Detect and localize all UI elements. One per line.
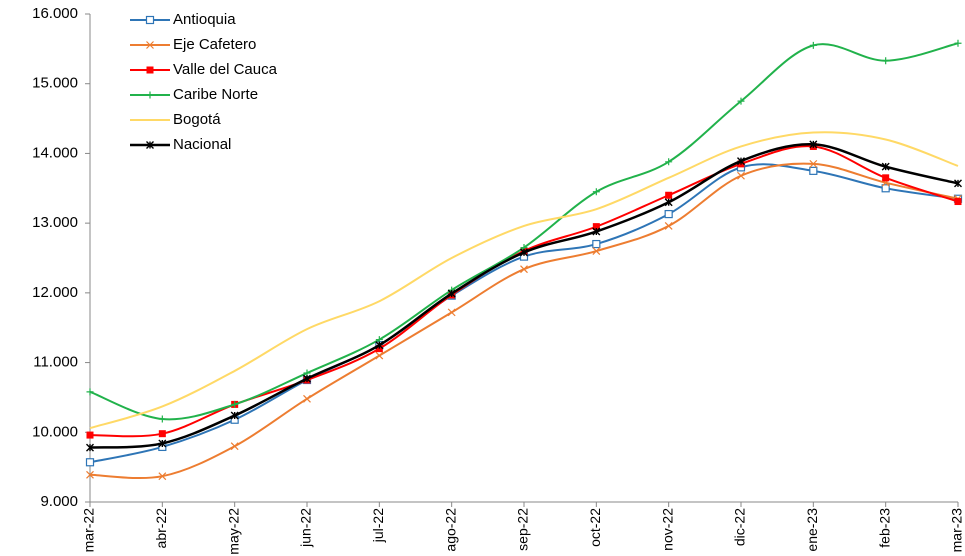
point-marker [809,166,818,175]
point-marker [520,248,528,257]
point-marker [303,394,311,403]
series-line [89,145,959,438]
y-tick-label: 11.000 [33,354,78,371]
x-tick-label: may-22 [225,508,241,555]
x-tick-label: ene-23 [804,508,820,552]
point-marker [85,458,95,467]
point-marker [592,188,600,196]
x-tick-label: oct-22 [587,508,603,547]
point-marker [809,159,818,168]
legend-label: Eje Cafetero [173,36,256,53]
point-marker [592,247,601,255]
x-tick-label: abr-22 [153,508,169,549]
point-marker [954,179,962,188]
legend-label: Antioquia [173,11,236,28]
point-marker [303,374,311,383]
point-marker [86,388,94,396]
x-tick-label: nov-22 [659,508,675,551]
point-marker [375,341,384,350]
series-line [89,163,959,464]
legend-label: Valle del Cauca [173,61,278,78]
point-marker [447,289,456,298]
point-marker [809,140,818,149]
point-marker [230,411,239,420]
y-tick-label: 16.000 [32,5,78,22]
point-marker [737,157,745,166]
y-tick-label: 13.000 [32,214,78,231]
point-marker [881,162,890,171]
point-marker [520,265,528,274]
legend-marker [145,15,155,25]
x-tick-label: ago-22 [442,508,458,552]
legend-marker [146,141,154,149]
y-tick-label: 14.000 [32,144,78,161]
x-tick-label: dic-22 [732,508,748,546]
legend-marker [146,41,154,49]
x-tick-label: jun-22 [298,508,314,548]
point-marker [231,400,239,408]
y-tick-label: 15.000 [32,75,78,92]
point-marker [86,431,94,439]
legend-marker [146,91,154,99]
x-tick-label: jul-22 [370,508,386,543]
x-tick-label: mar-23 [949,508,965,553]
x-tick-label: sep-22 [515,508,531,551]
point-marker [158,439,167,448]
series-line [89,162,959,480]
point-marker [882,57,890,65]
point-marker [737,171,745,180]
point-marker [664,222,673,230]
point-marker [447,308,456,317]
point-marker [882,174,890,182]
legend-label: Nacional [173,136,231,153]
point-marker [592,223,600,231]
y-tick-label: 10.000 [32,423,78,440]
y-tick-label: 12.000 [32,284,78,301]
point-marker [664,209,673,219]
legend-label: Bogotá [173,111,221,128]
point-marker [86,443,94,452]
point-marker [158,430,166,438]
point-marker [881,184,890,193]
point-marker [158,472,167,481]
point-marker [230,442,239,451]
point-marker [954,39,962,47]
point-marker [664,198,673,207]
point-marker [737,97,745,105]
point-marker [86,470,94,479]
point-marker [592,239,601,249]
point-marker [158,415,166,423]
point-marker [592,227,601,236]
x-tick-label: feb-23 [876,508,892,548]
point-marker [809,41,817,49]
x-tick-label: mar-22 [81,508,97,553]
series-line [89,143,959,449]
point-marker [665,191,673,199]
series-line [89,131,959,430]
point-marker [954,198,962,206]
point-marker [665,158,673,166]
legend-label: Caribe Norte [173,86,258,103]
legend-marker [146,66,154,74]
y-tick-label: 9.000 [40,493,78,510]
point-marker [375,351,384,360]
